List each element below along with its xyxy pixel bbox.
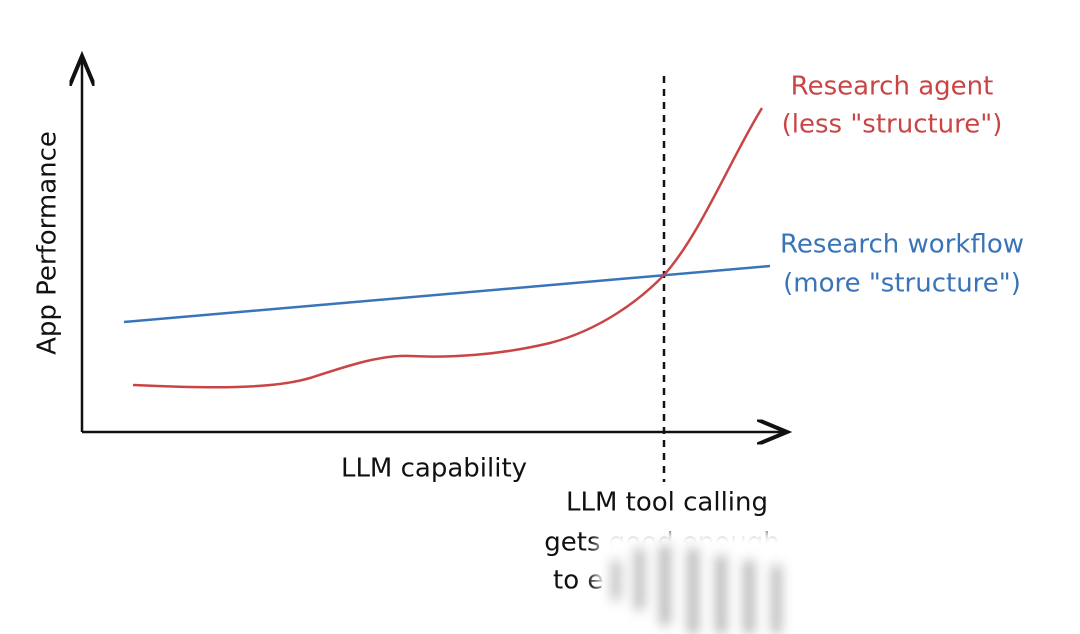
marker-label: to e <box>553 566 603 596</box>
x-axis-label: LLM capability <box>341 454 527 484</box>
watermark <box>595 530 800 634</box>
curve-label: Research agent <box>791 72 994 102</box>
marker-label: LLM tool calling <box>566 488 768 518</box>
curve-label: (more "structure") <box>783 269 1021 299</box>
curve-label: (less "structure") <box>782 110 1003 140</box>
curve-label: Research workflow <box>780 230 1024 260</box>
y-axis-label: App Performance <box>33 131 63 355</box>
workflow-curve <box>123 264 771 324</box>
agent-curve <box>132 107 764 389</box>
